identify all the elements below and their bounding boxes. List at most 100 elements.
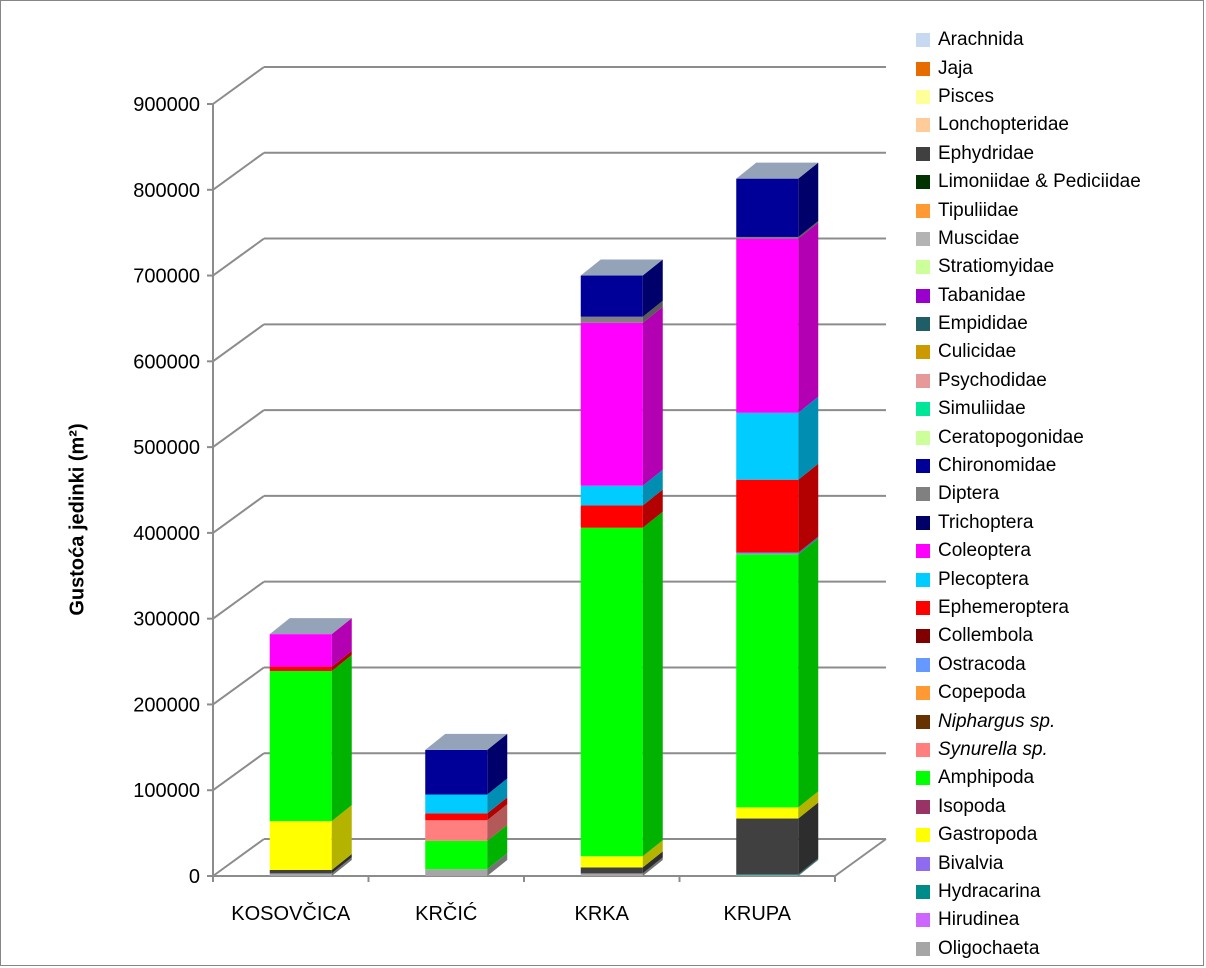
legend-swatch [916,544,930,559]
legend-swatch [916,487,930,502]
legend-item: Trichoptera [916,509,1206,537]
bar-segment-krka-diptera [580,316,643,323]
y-tick-label: 900000 [133,94,200,116]
bar-segment-kosovčica-oligochaeta-side [331,857,352,876]
legend-label: Tabanidae [938,284,1026,306]
legend-swatch [916,260,930,275]
gridline-side [212,495,265,534]
legend-item: Ephydridae [916,140,1206,168]
x-tick-label: KRUPA [724,903,792,925]
legend-label: Copepoda [938,682,1026,704]
legend-item: Lonchopteridae [916,111,1206,139]
legend-swatch [916,118,930,133]
bar-segment-krupa-chironomidae-side [798,162,819,237]
legend-item: Hirudinea [916,906,1206,934]
bar-segment-krupa-oligochaeta-side [798,859,819,876]
legend-item: Amphipoda [916,764,1206,792]
bar-segment-krupa-plecoptera-side [798,396,819,480]
bar-segment-krčić-oligochaeta [425,869,488,876]
bar-segment-kosovčica-ephydridae-side [331,853,352,874]
legend-label: Pisces [938,85,994,107]
legend-swatch [916,714,930,729]
legend-label: Isopoda [938,795,1006,817]
gridline-side [212,151,265,191]
bar-segment-krupa-plecoptera [736,412,799,480]
bar-segment-krupa-coleoptera-side [798,222,819,413]
y-tick-label: 0 [189,866,200,888]
legend-label: Amphipoda [938,767,1035,789]
legend-item: Culicidae [916,338,1206,366]
y-tick-label: 100000 [133,780,200,802]
legend-item: Hydracarina [916,878,1206,906]
legend-swatch [916,33,930,48]
legend-label: Ephydridae [938,142,1035,164]
legend-label: Synurella sp. [938,738,1048,760]
legend-label: Ostracoda [938,653,1026,675]
legend-item: Pisces [916,83,1206,111]
legend-item: Copepoda [916,679,1206,707]
bar-segment-krčić-synurella-sp- [425,820,488,841]
legend-swatch [916,317,930,332]
legend-label: Trichoptera [938,511,1034,533]
bar-segment-krka-plecoptera [580,485,643,506]
bar-segment-krupa-ephydridae [736,818,799,875]
bar-segment-krupa-chironomidae [736,178,799,237]
bar-segment-krupa-oligochaeta [736,875,799,876]
legend-swatch [916,629,930,644]
legend-item: Tabanidae [916,282,1206,310]
legend-item: Ephemeroptera [916,594,1206,622]
legend-label: Chironomidae [938,455,1057,477]
legend-item: Simuliidae [916,395,1206,423]
legend-item: Gastropoda [916,821,1206,849]
bar-segment-krčić-amphipoda [425,840,488,870]
legend-item: Collembola [916,622,1206,650]
legend-item: Ceratopogonidae [916,423,1206,451]
bar-segment-krka-oligochaeta-side [642,857,663,876]
bar-segment-krčić-chironomidae [425,749,488,795]
legend-label: Empididae [938,313,1028,335]
bar-segment-krka-coleoptera-side [642,306,663,486]
legend-swatch [916,856,930,871]
x-tick-label: KRKA [575,903,630,925]
legend-item: Oligochaeta [916,935,1206,963]
legend-swatch [916,345,930,360]
bar-segment-krupa-gastropoda-side [798,791,819,819]
x-tick-label: KRČIĆ [415,902,477,925]
bar-segment-krčić-ephemeroptera-side [487,797,508,821]
legend-label: Jaja [938,57,973,79]
legend-swatch [916,799,930,814]
legend-item: Isopoda [916,793,1206,821]
bar-segment-krupa-ostracoda-side [798,536,819,555]
bar-segment-krka-gastropoda [580,856,643,868]
y-tick-label: 800000 [133,180,200,202]
x-tick-label: KOSOVČICA [231,902,351,925]
legend-label: Gastropoda [938,824,1038,846]
legend-swatch [916,459,930,474]
legend-label: Niphargus sp. [938,710,1056,732]
gridline-side [212,237,265,277]
bar-segment-krupa-amphipoda [736,554,799,808]
legend-item: Empididae [916,310,1206,338]
legend-label: Simuliidae [938,398,1026,420]
bar-top-krupa [736,162,819,179]
legend-swatch [916,828,930,843]
y-tick-label: 300000 [133,609,200,631]
bar-segment-kosovčica-amphipoda-side [331,654,352,822]
gridline-side [212,323,265,363]
legend-label: Stratiomyidae [938,256,1055,278]
bar-segment-krupa-hydracarina-side [798,858,819,876]
bar-segment-krka-coleoptera [580,322,643,486]
legend-item: Limoniidae & Pediciidae [916,168,1206,196]
floor-right-edge [834,838,887,877]
legend-swatch [916,742,930,757]
legend-label: Limoniidae & Pediciidae [938,171,1141,193]
legend-swatch [916,175,930,190]
legend-item: Jaja [916,54,1206,82]
legend-label: Muscidae [938,227,1020,249]
bar-segment-krupa-diptera [736,236,799,239]
y-tick-label: 600000 [133,351,200,373]
bar-segment-krka-ephydridae-side [642,851,663,874]
legend-swatch [916,686,930,701]
